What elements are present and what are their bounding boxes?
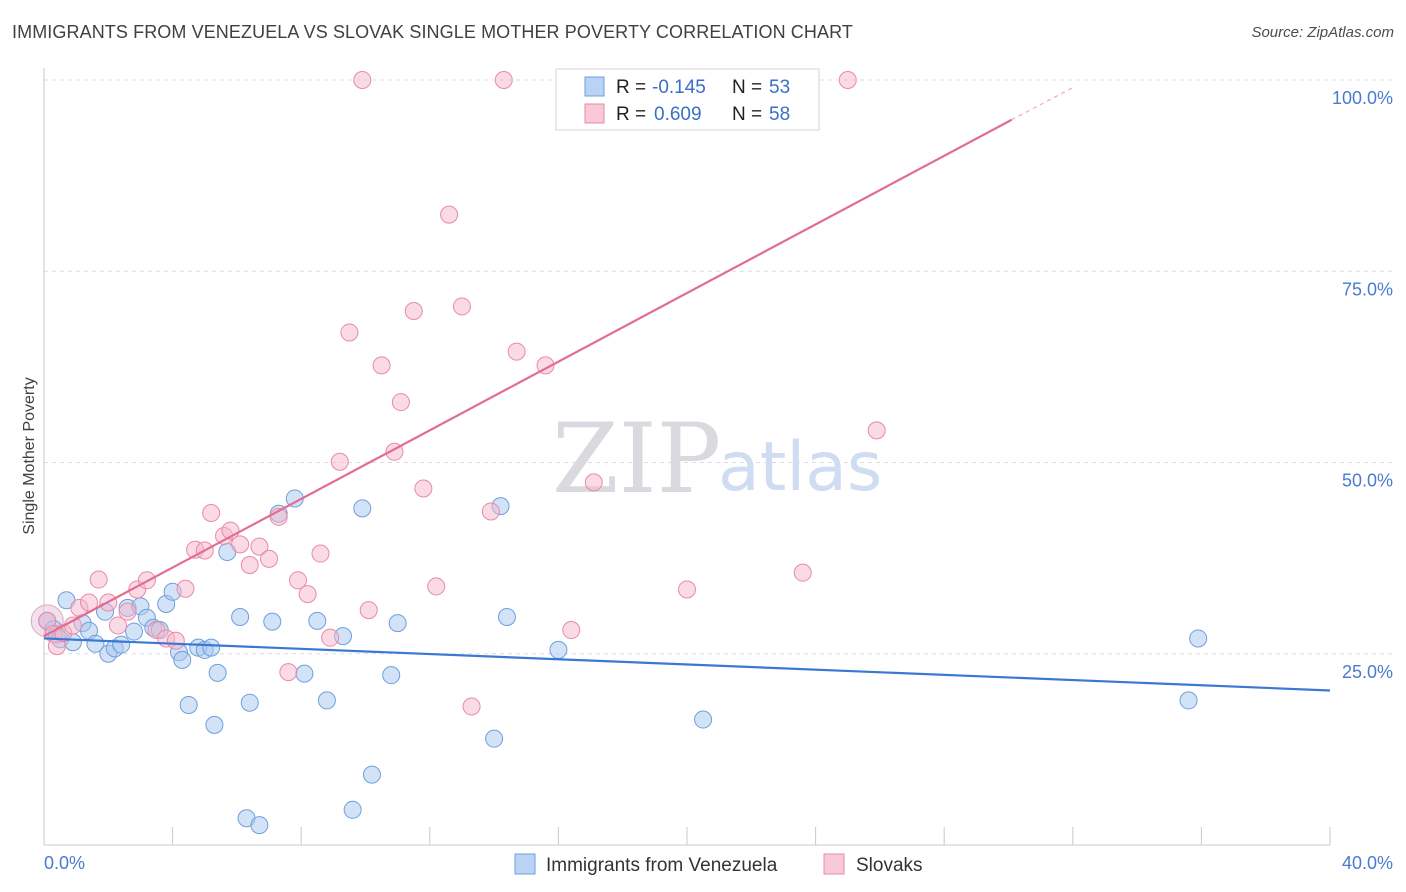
source-credit: Source: ZipAtlas.com: [1251, 24, 1394, 41]
stats-n-slovaks: 58: [769, 104, 790, 125]
point-slovaks: [462, 697, 481, 716]
point-venezuela: [343, 800, 362, 819]
point-venezuela: [317, 691, 336, 710]
point-venezuela: [179, 696, 198, 715]
point-slovaks: [427, 577, 446, 596]
tick-labels: 25.0% 50.0% 75.0% 100.0% 0.0% 40.0%: [44, 88, 1393, 873]
stats-r-label-venezuela: R =: [616, 77, 646, 98]
legend-label-venezuela[interactable]: Immigrants from Venezuela: [546, 855, 778, 876]
chart-title: IMMIGRANTS FROM VENEZUELA VS SLOVAK SING…: [12, 22, 853, 42]
point-slovaks: [118, 602, 137, 621]
point-slovaks: [838, 71, 857, 89]
legend-swatch-slovaks[interactable]: [823, 853, 845, 875]
point-slovaks: [494, 71, 513, 89]
point-slovaks: [678, 580, 696, 599]
point-venezuela: [231, 608, 250, 627]
point-slovaks: [321, 628, 340, 647]
trend-extension-slovaks: [1011, 87, 1074, 121]
point-venezuela: [205, 715, 224, 734]
point-venezuela: [362, 765, 381, 784]
stats-r-label-slovaks: R =: [616, 104, 646, 125]
point-slovaks: [481, 502, 500, 521]
trend-lines: [43, 87, 1331, 692]
point-slovaks: [793, 563, 812, 582]
stats-r-slovaks: 0.609: [654, 104, 702, 125]
point-venezuela: [295, 664, 314, 683]
data-points: [30, 71, 1208, 835]
point-venezuela: [308, 611, 327, 630]
point-slovaks: [440, 205, 459, 224]
y-axis-label: Single Mother Poverty: [21, 377, 38, 534]
watermark-zip: ZIP: [552, 403, 721, 515]
point-venezuela: [263, 612, 282, 631]
point-venezuela: [388, 614, 407, 633]
point-venezuela: [1179, 691, 1198, 710]
point-slovaks: [372, 356, 391, 375]
point-venezuela: [694, 710, 713, 729]
point-venezuela: [382, 666, 401, 685]
point-slovaks: [89, 570, 108, 589]
x-tick-label: 40.0%: [1342, 853, 1393, 873]
point-slovaks: [240, 556, 259, 575]
point-slovaks: [414, 479, 433, 498]
point-venezuela: [208, 663, 227, 682]
legend-swatch-venezuela[interactable]: [514, 853, 536, 875]
point-slovaks: [562, 621, 581, 640]
point-slovaks: [260, 549, 279, 568]
point-slovaks: [231, 535, 250, 554]
stats-box: R = -0.145 N = 53 R = 0.609 N = 58: [555, 68, 820, 131]
trend-line-venezuela: [43, 637, 1331, 692]
stats-n-label-venezuela: N =: [732, 77, 762, 98]
point-venezuela: [202, 638, 221, 657]
point-venezuela: [240, 693, 259, 712]
point-slovaks: [340, 323, 359, 342]
point-slovaks: [288, 571, 307, 590]
point-slovaks: [176, 579, 195, 598]
point-slovaks: [279, 663, 298, 682]
point-slovaks: [330, 452, 349, 471]
point-slovaks: [404, 302, 423, 321]
legend: Immigrants from Venezuela Slovaks: [514, 853, 923, 876]
point-slovaks: [250, 537, 269, 556]
point-slovaks: [507, 342, 526, 361]
stats-swatch-slovaks: [584, 103, 605, 124]
point-slovaks: [452, 297, 471, 316]
y-tick-label: 75.0%: [1342, 279, 1393, 299]
y-tick-label: 50.0%: [1342, 471, 1393, 491]
stats-n-label-slovaks: N =: [732, 104, 762, 125]
point-slovaks: [359, 601, 378, 620]
trend-line-slovaks: [43, 118, 1013, 638]
point-venezuela: [1189, 629, 1208, 648]
point-slovaks: [867, 421, 886, 440]
point-venezuela: [173, 650, 192, 669]
y-tick-label: 100.0%: [1332, 88, 1393, 108]
x-tick-label: 0.0%: [44, 853, 85, 873]
point-venezuela: [485, 729, 504, 748]
stats-swatch-venezuela: [584, 76, 605, 97]
stats-r-venezuela: -0.145: [652, 77, 706, 98]
point-venezuela: [125, 622, 144, 641]
stats-n-venezuela: 53: [769, 77, 790, 98]
point-slovaks: [108, 616, 127, 635]
watermark-atlas: atlas: [718, 428, 882, 507]
point-slovaks: [311, 544, 330, 563]
point-venezuela: [497, 608, 516, 627]
watermark: ZIP atlas: [552, 403, 882, 515]
point-slovaks: [166, 631, 185, 650]
point-slovaks: [391, 393, 410, 412]
x-ticks: [172, 827, 1331, 845]
point-venezuela: [549, 640, 568, 659]
y-tick-label: 25.0%: [1342, 662, 1393, 682]
point-slovaks: [298, 585, 317, 604]
point-slovaks: [353, 71, 372, 89]
point-venezuela: [112, 635, 131, 654]
point-slovaks: [584, 473, 603, 492]
point-venezuela: [250, 816, 269, 835]
point-venezuela: [353, 499, 372, 518]
point-slovaks: [202, 503, 221, 522]
legend-label-slovaks[interactable]: Slovaks: [856, 855, 923, 876]
